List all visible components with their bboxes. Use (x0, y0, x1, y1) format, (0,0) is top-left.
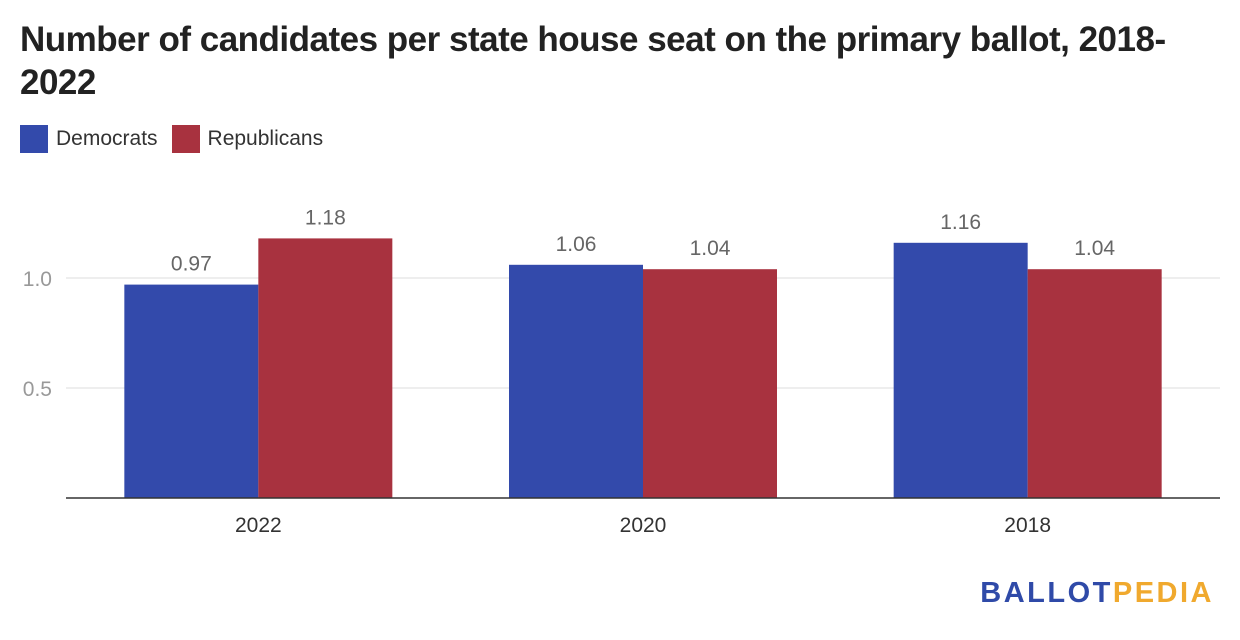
bar-democrats (124, 284, 259, 498)
x-tick-label: 2020 (620, 514, 667, 537)
data-label: 1.18 (305, 206, 346, 229)
bar-democrats (893, 242, 1028, 498)
logo-text-pedia: PEDIA (1112, 577, 1214, 609)
data-label: 1.16 (940, 211, 981, 234)
bar-republicans (258, 238, 393, 498)
logo-text-ballot: BALLOT (980, 577, 1113, 609)
legend-swatch-republicans (171, 125, 200, 153)
y-tick-label: 1.0 (23, 268, 52, 291)
legend-item-democrats: Democrats (20, 125, 158, 153)
x-tick-label: 2022 (235, 514, 282, 537)
chart-title: Number of candidates per state house sea… (20, 20, 1166, 102)
legend: Democrats Republicans (20, 125, 337, 153)
y-tick-label: 0.5 (23, 378, 52, 401)
data-label: 1.04 (1074, 237, 1115, 260)
ballotpedia-logo: BALLOTPEDIA (980, 577, 1214, 610)
legend-item-republicans: Republicans (171, 125, 324, 153)
x-tick-label: 2018 (1004, 514, 1051, 537)
bar-democrats (509, 264, 643, 498)
bar-republicans (1027, 269, 1162, 498)
bar-republicans (643, 269, 777, 498)
data-label: 1.04 (690, 237, 731, 260)
legend-label-republicans: Republicans (207, 127, 324, 150)
data-label: 0.97 (171, 253, 212, 276)
legend-swatch-democrats (20, 125, 48, 153)
legend-label-democrats: Democrats (56, 127, 158, 150)
data-label: 1.06 (556, 233, 597, 256)
